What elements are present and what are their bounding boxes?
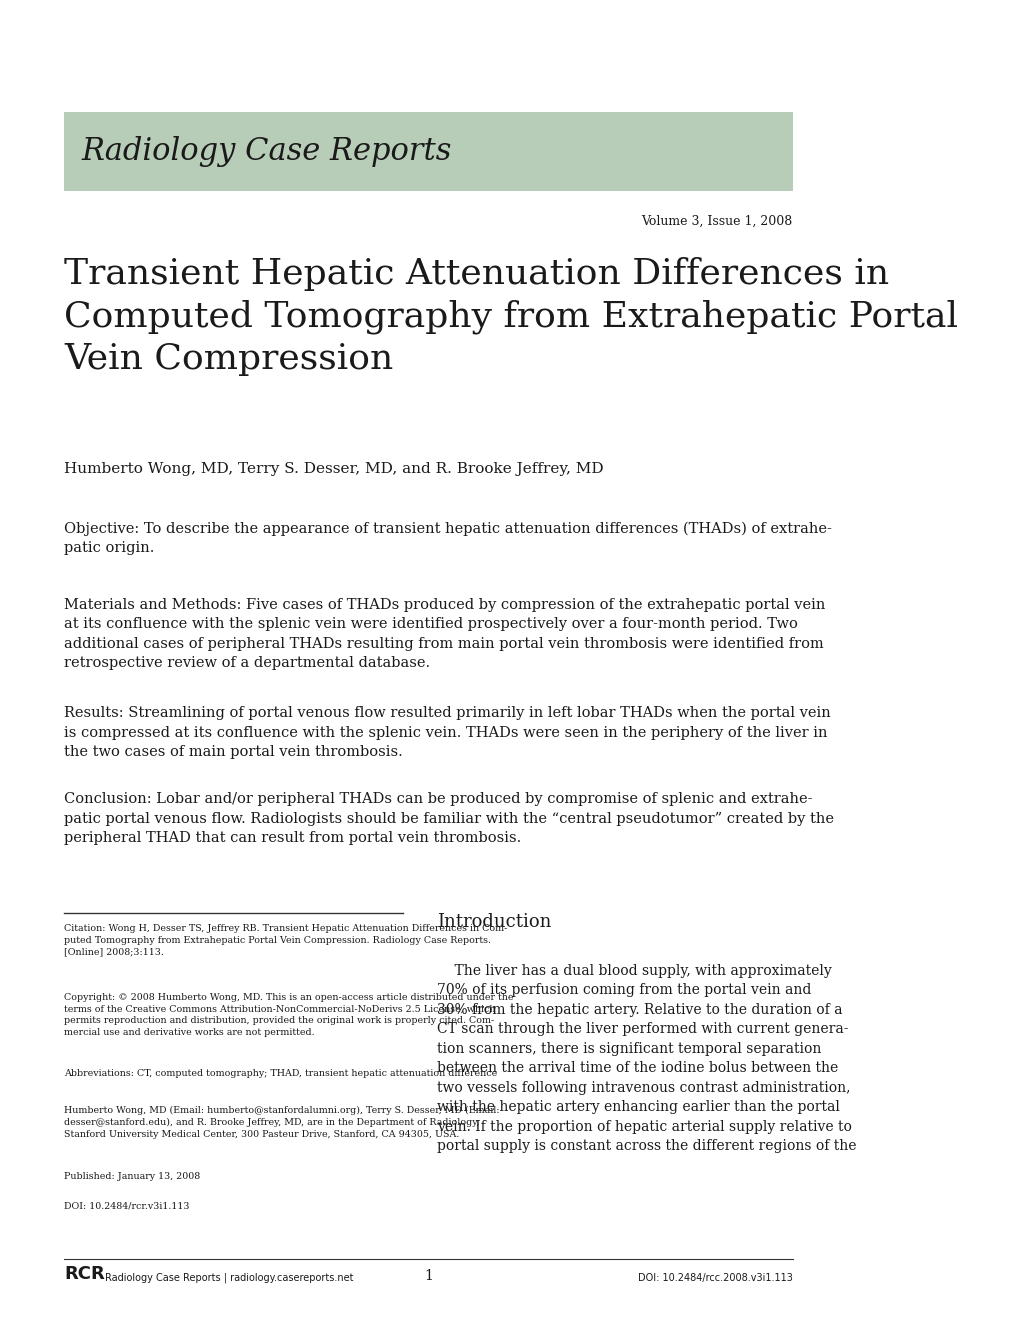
Text: Published: January 13, 2008: Published: January 13, 2008 (64, 1172, 201, 1181)
Text: Radiology Case Reports: Radiology Case Reports (82, 136, 451, 168)
FancyBboxPatch shape (64, 112, 792, 191)
Text: Radiology Case Reports | radiology.casereports.net: Radiology Case Reports | radiology.caser… (105, 1272, 354, 1283)
Text: RCR: RCR (64, 1265, 105, 1283)
Text: Citation: Wong H, Desser TS, Jeffrey RB. Transient Hepatic Attenuation Differenc: Citation: Wong H, Desser TS, Jeffrey RB.… (64, 924, 507, 957)
Text: DOI: 10.2484/rcc.2008.v3i1.113: DOI: 10.2484/rcc.2008.v3i1.113 (637, 1272, 792, 1283)
Text: Abbreviations: CT, computed tomography; THAD, transient hepatic attenuation diff: Abbreviations: CT, computed tomography; … (64, 1069, 497, 1078)
Text: Transient Hepatic Attenuation Differences in
Computed Tomography from Extrahepat: Transient Hepatic Attenuation Difference… (64, 257, 958, 376)
Text: Conclusion: Lobar and/or peripheral THADs can be produced by compromise of splen: Conclusion: Lobar and/or peripheral THAD… (64, 792, 834, 845)
Text: Objective: To describe the appearance of transient hepatic attenuation differenc: Objective: To describe the appearance of… (64, 521, 832, 556)
Text: 1: 1 (424, 1269, 432, 1283)
Text: The liver has a dual blood supply, with approximately
70% of its perfusion comin: The liver has a dual blood supply, with … (437, 964, 856, 1154)
Text: Copyright: © 2008 Humberto Wong, MD. This is an open-access article distributed : Copyright: © 2008 Humberto Wong, MD. Thi… (64, 993, 514, 1038)
Text: Results: Streamlining of portal venous flow resulted primarily in left lobar THA: Results: Streamlining of portal venous f… (64, 706, 830, 759)
Text: Humberto Wong, MD (Email: humberto@stanfordalumni.org), Terry S. Desser, MD (Ema: Humberto Wong, MD (Email: humberto@stanf… (64, 1106, 499, 1139)
Text: Volume 3, Issue 1, 2008: Volume 3, Issue 1, 2008 (641, 215, 792, 228)
Text: DOI: 10.2484/rcr.v3i1.113: DOI: 10.2484/rcr.v3i1.113 (64, 1201, 190, 1210)
Text: Introduction: Introduction (437, 913, 551, 932)
Text: Humberto Wong, MD, Terry S. Desser, MD, and R. Brooke Jeffrey, MD: Humberto Wong, MD, Terry S. Desser, MD, … (64, 462, 603, 477)
Text: Materials and Methods: Five cases of THADs produced by compression of the extrah: Materials and Methods: Five cases of THA… (64, 598, 824, 671)
